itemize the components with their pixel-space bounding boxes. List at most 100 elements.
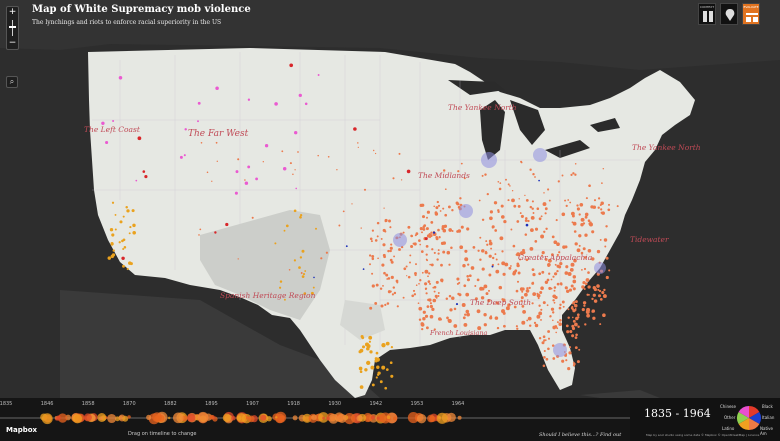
black-victim-marker[interactable] (387, 277, 391, 280)
black-victim-marker[interactable] (586, 307, 591, 312)
black-victim-marker[interactable] (437, 295, 440, 297)
latino-victim-marker[interactable] (118, 241, 121, 244)
black-victim-marker[interactable] (502, 272, 506, 276)
black-victim-marker[interactable] (543, 192, 545, 194)
latino-victim-marker[interactable] (381, 365, 386, 370)
black-victim-marker[interactable] (477, 249, 480, 252)
chinese-victim-marker[interactable] (294, 131, 298, 135)
chinese-victim-marker[interactable] (179, 155, 183, 159)
black-victim-marker[interactable] (426, 210, 430, 214)
black-victim-marker[interactable] (556, 321, 559, 324)
black-victim-marker[interactable] (409, 254, 412, 257)
black-victim-marker[interactable] (300, 272, 303, 274)
italian-victim-marker[interactable] (455, 303, 459, 306)
timeline-event-bubble[interactable] (187, 413, 196, 422)
black-victim-marker[interactable] (584, 256, 587, 259)
chinese-victim-marker[interactable] (105, 140, 109, 145)
black-victim-marker[interactable] (413, 293, 417, 296)
black-victim-marker[interactable] (442, 169, 446, 172)
timeline-event-bubble[interactable] (231, 416, 236, 421)
black-victim-marker[interactable] (586, 293, 589, 296)
timeline-event-bubble[interactable] (260, 414, 267, 421)
black-victim-marker[interactable] (509, 185, 511, 187)
chinese-victim-marker[interactable] (135, 179, 138, 182)
timeline-event-bubble[interactable] (416, 414, 427, 424)
black-victim-marker[interactable] (587, 249, 592, 253)
black-victim-marker[interactable] (573, 258, 577, 263)
black-victim-marker[interactable] (544, 280, 549, 284)
latino-victim-marker[interactable] (371, 383, 375, 387)
black-victim-marker[interactable] (583, 287, 586, 291)
timeline-event-bubble[interactable] (167, 416, 171, 420)
black-victim-marker[interactable] (552, 311, 555, 314)
black-victim-marker[interactable] (292, 173, 294, 176)
chinese-victim-marker[interactable] (247, 98, 251, 101)
black-victim-marker[interactable] (382, 284, 384, 287)
latino-victim-marker[interactable] (360, 334, 364, 339)
timeline-event-bubble[interactable] (379, 412, 391, 424)
black-victim-marker[interactable] (489, 316, 493, 320)
black-victim-marker[interactable] (576, 360, 580, 364)
black-victim-marker[interactable] (317, 154, 319, 157)
black-victim-marker[interactable] (434, 294, 438, 298)
latino-victim-marker[interactable] (379, 380, 383, 384)
marker-button[interactable] (720, 3, 738, 25)
black-victim-marker[interactable] (545, 357, 549, 361)
black-victim-marker[interactable] (553, 272, 558, 276)
black-victim-marker[interactable] (464, 313, 467, 316)
latino-victim-marker[interactable] (132, 231, 136, 235)
black-victim-marker[interactable] (599, 298, 603, 301)
black-victim-marker[interactable] (582, 301, 587, 305)
black-victim-marker[interactable] (570, 262, 575, 267)
timeline-track[interactable] (0, 410, 630, 426)
latino-victim-marker[interactable] (111, 233, 115, 237)
black-victim-marker[interactable] (369, 263, 371, 266)
black-victim-marker[interactable] (418, 239, 421, 242)
timeline-event-bubble[interactable] (328, 413, 339, 424)
black-victim-marker[interactable] (415, 284, 418, 287)
chinese-victim-marker[interactable] (264, 144, 269, 148)
black-victim-marker[interactable] (390, 275, 394, 279)
black-victim-marker[interactable] (477, 326, 482, 331)
black-victim-marker[interactable] (548, 199, 551, 202)
latino-victim-marker[interactable] (114, 213, 117, 216)
latino-victim-marker[interactable] (119, 220, 123, 224)
black-victim-marker[interactable] (406, 275, 408, 277)
italian-victim-marker[interactable] (538, 179, 540, 182)
latino-victim-marker[interactable] (293, 209, 297, 213)
italian-victim-marker[interactable] (362, 268, 365, 270)
black-victim-marker[interactable] (288, 269, 291, 271)
latino-victim-marker[interactable] (128, 261, 132, 265)
black-victim-marker[interactable] (402, 296, 405, 299)
black-victim-marker[interactable] (556, 282, 560, 286)
black-victim-marker[interactable] (336, 169, 338, 171)
black-victim-marker[interactable] (569, 201, 572, 204)
black-victim-marker[interactable] (580, 251, 584, 255)
latino-victim-marker[interactable] (381, 343, 386, 348)
black-victim-marker[interactable] (572, 279, 577, 284)
black-victim-marker[interactable] (578, 234, 582, 238)
black-victim-marker[interactable] (425, 292, 428, 295)
black-victim-marker[interactable] (374, 301, 378, 305)
black-victim-marker[interactable] (588, 185, 590, 187)
black-victim-marker[interactable] (537, 297, 540, 300)
black-victim-marker[interactable] (421, 327, 424, 331)
chinese-victim-marker[interactable] (197, 101, 201, 105)
black-victim-marker[interactable] (431, 307, 435, 312)
black-victim-marker[interactable] (451, 230, 454, 232)
black-victim-marker[interactable] (527, 316, 532, 321)
black-victim-marker[interactable] (435, 280, 439, 284)
latino-victim-marker[interactable] (310, 291, 314, 295)
timeline-event-bubble[interactable] (358, 415, 362, 420)
black-victim-marker[interactable] (448, 263, 451, 266)
black-victim-marker[interactable] (289, 162, 292, 165)
black-victim-marker[interactable] (448, 228, 453, 232)
black-victim-marker[interactable] (515, 325, 518, 328)
black-victim-marker[interactable] (470, 266, 475, 270)
black-victim-marker[interactable] (596, 249, 601, 254)
black-victim-marker[interactable] (582, 281, 586, 285)
black-victim-marker[interactable] (433, 290, 436, 293)
latino-victim-marker[interactable] (359, 385, 364, 389)
mapbox-logo[interactable]: Mapbox (6, 426, 38, 434)
black-victim-marker[interactable] (570, 306, 574, 310)
